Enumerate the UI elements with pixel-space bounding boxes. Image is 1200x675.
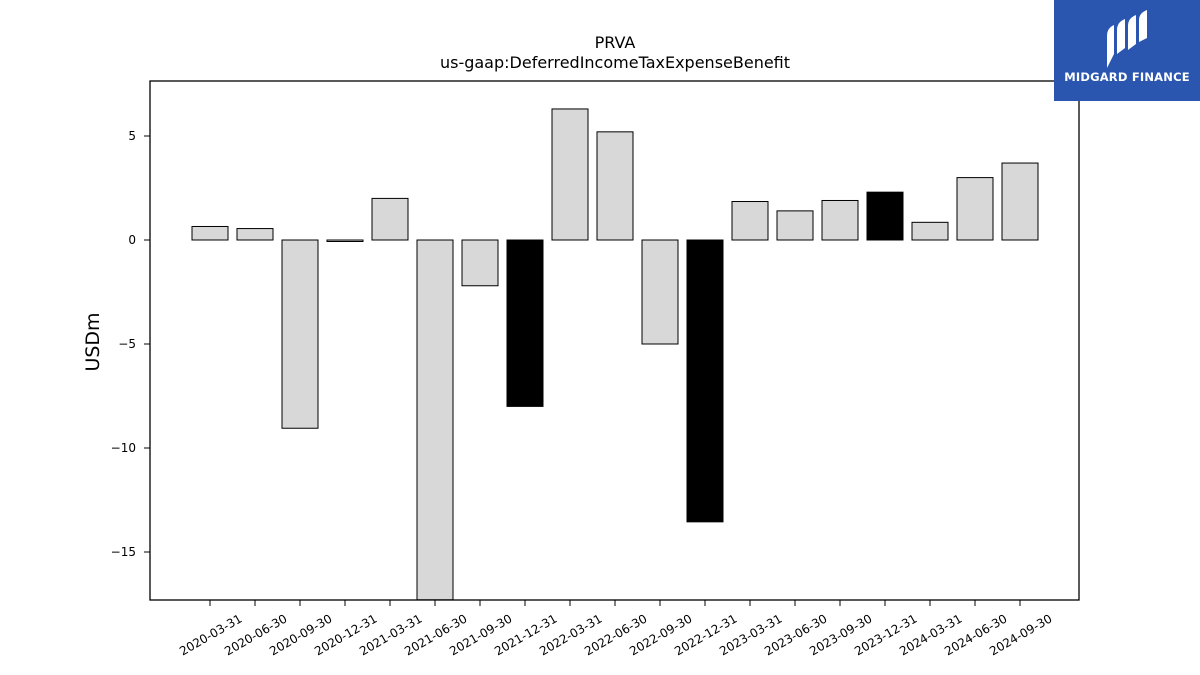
bar-2021-06-30 — [416, 239, 454, 601]
bar-2022-12-31 — [686, 239, 724, 523]
y-axis: 5 0 −5 −10 −15 — [111, 129, 150, 559]
bar-2023-09-30 — [821, 199, 859, 241]
bar-2020-03-31 — [191, 225, 229, 241]
bar-2021-12-31 — [506, 239, 544, 407]
bar-2023-03-31 — [731, 201, 769, 241]
logo-text: MIDGARD FINANCE — [1064, 70, 1190, 84]
chart-title: PRVA — [595, 33, 636, 52]
chart-subtitle: us-gaap:DeferredIncomeTaxExpenseBenefit — [440, 53, 790, 72]
bar-2024-06-30 — [956, 177, 994, 241]
bar-2022-03-31 — [551, 108, 589, 241]
bar-2020-12-31 — [326, 239, 364, 242]
bar-2020-09-30 — [281, 239, 319, 429]
y-tick-label: −5 — [118, 337, 136, 351]
bar-2022-06-30 — [596, 131, 634, 241]
y-tick-label: 5 — [128, 129, 136, 143]
bar-2024-09-30 — [1001, 162, 1039, 241]
brand-logo: MIDGARD FINANCE — [1054, 0, 1200, 101]
y-tick-label: −10 — [111, 441, 136, 455]
midgard-logo-icon — [1107, 10, 1147, 68]
y-axis-label: USDm — [82, 312, 104, 371]
y-tick-label: 0 — [128, 233, 136, 247]
x-axis: 2020-03-312020-06-302020-09-302020-12-31… — [177, 600, 1055, 658]
plot-frame — [149, 80, 1080, 601]
bar-2023-06-30 — [776, 210, 814, 241]
bar-2021-03-31 — [371, 197, 409, 241]
bar-2023-12-31 — [866, 191, 904, 241]
bar-2021-09-30 — [461, 239, 499, 287]
bar-2022-09-30 — [641, 239, 679, 345]
bar-2024-03-31 — [911, 221, 949, 241]
y-tick-label: −15 — [111, 545, 136, 559]
bars-group — [191, 108, 1039, 601]
bar-2020-06-30 — [236, 228, 274, 241]
